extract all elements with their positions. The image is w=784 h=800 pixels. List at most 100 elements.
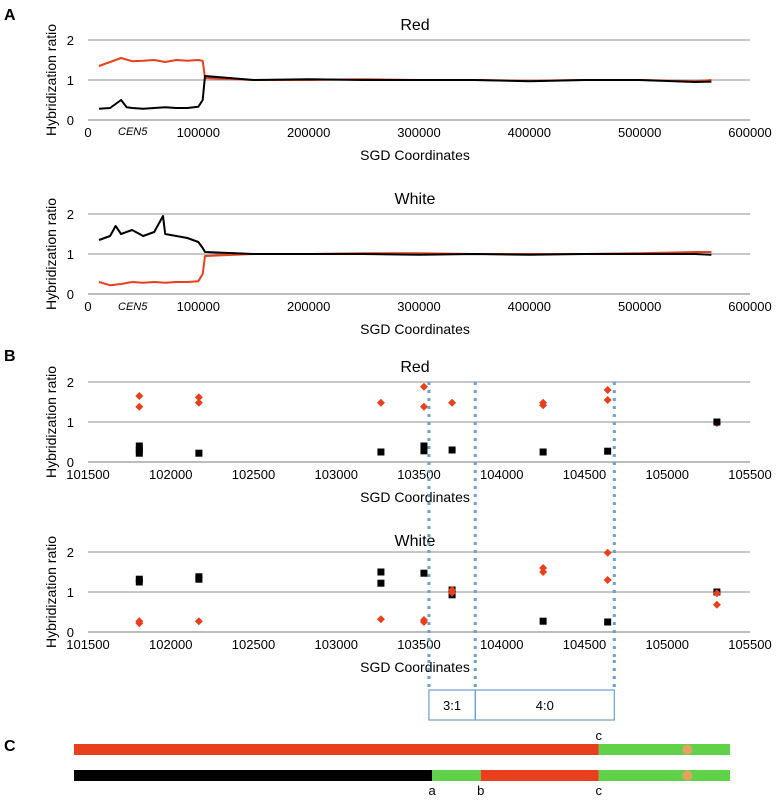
ratio-label: 4:0 — [536, 698, 554, 713]
x-axis-title: SGD Coordinates — [360, 489, 470, 505]
data-point-diamond — [419, 382, 428, 391]
x-tick-label: 200000 — [287, 125, 330, 140]
data-point-square — [135, 442, 143, 450]
x-tick-label: 102000 — [149, 637, 192, 652]
data-point-diamond — [603, 576, 612, 584]
data-point-diamond — [194, 617, 203, 626]
chart-b-red: Red 0 1 2 101500 102000 102500 103000 103500 1040… — [43, 359, 772, 505]
data-point-square — [377, 579, 385, 587]
x-tick-label: 101500 — [66, 467, 109, 482]
x-tick-label: 200000 — [287, 299, 330, 314]
x-tick-label: 600000 — [728, 299, 771, 314]
chromosome-segment-green — [598, 770, 730, 781]
y-axis-title: Hybridization ratio — [43, 366, 59, 478]
cen5-marker-top: CEN5 — [118, 126, 148, 138]
y-axis-title: Hybridization ratio — [43, 198, 59, 310]
y-axis-title: Hybridization ratio — [43, 536, 59, 648]
x-tick-label: 105000 — [646, 637, 689, 652]
data-point-diamond — [376, 615, 385, 624]
x-tick-label: 400000 — [508, 125, 551, 140]
x-tick-label: 105500 — [728, 637, 771, 652]
y-tick-label: 0 — [67, 287, 74, 302]
series-line-red — [98, 251, 712, 287]
breakpoint-overlay: 3:1 4:0 — [427, 382, 616, 721]
breakpoint-mark: c — [596, 783, 603, 798]
centromere-dot — [682, 770, 693, 781]
y-tick-label: 1 — [67, 415, 74, 430]
x-tick-label: 100000 — [177, 125, 220, 140]
centromere-dot — [682, 744, 693, 755]
x-tick-label: 0 — [84, 125, 91, 140]
y-tick-label: 0 — [67, 455, 74, 470]
data-point-diamond — [603, 386, 612, 394]
x-tick-label: 103000 — [315, 637, 358, 652]
data-point-diamond — [135, 619, 144, 628]
data-point-diamond — [448, 588, 457, 597]
data-point-square — [420, 442, 428, 450]
data-point-diamond — [135, 392, 144, 400]
chart-b-white: White 0 1 2 101500 102000 102500 103000 103500 10… — [43, 533, 772, 675]
data-point-square — [539, 617, 547, 625]
data-point-diamond — [194, 398, 203, 407]
series-line-red — [98, 57, 712, 83]
data-point-diamond — [539, 401, 548, 410]
x-tick-label: 600000 — [728, 125, 771, 140]
chart-a-red: Red 0 1 2 0 100000 200000 300000 400000 500000 600… — [43, 17, 772, 163]
x-axis-title: SGD Coordinates — [360, 659, 470, 675]
data-point-square — [420, 569, 428, 577]
y-tick-label: 0 — [67, 625, 74, 640]
y-tick-label: 2 — [67, 375, 74, 390]
data-point-square — [135, 578, 143, 586]
x-tick-label: 104000 — [480, 637, 523, 652]
series-line-black — [98, 75, 712, 110]
panel-letter-b: B — [4, 348, 16, 365]
data-point-square — [448, 446, 456, 454]
chromosome-segment-green — [432, 770, 481, 781]
x-tick-label: 103500 — [397, 637, 440, 652]
data-point-square — [195, 575, 203, 583]
data-point-square — [604, 447, 612, 455]
x-tick-label: 105500 — [728, 467, 771, 482]
data-point-diamond — [376, 398, 385, 407]
x-tick-label: 102500 — [232, 637, 275, 652]
breakpoint-mark: c — [596, 728, 603, 743]
data-point-square — [195, 449, 203, 457]
breakpoint-mark: b — [477, 783, 484, 798]
chromosome-segment-black — [74, 770, 433, 781]
x-tick-label: 104500 — [563, 637, 606, 652]
x-tick-label: 103000 — [315, 467, 358, 482]
y-tick-label: 0 — [67, 113, 74, 128]
data-point-square — [135, 449, 143, 457]
chromosome-diagram: c a b c — [74, 728, 730, 798]
x-tick-label: 300000 — [397, 125, 440, 140]
x-axis-title: SGD Coordinates — [360, 321, 470, 337]
panel-letter-a: A — [4, 7, 16, 24]
chromosome-segment-red — [480, 770, 599, 781]
ratio-label: 3:1 — [443, 698, 461, 713]
x-tick-label: 102000 — [149, 467, 192, 482]
ratio-box — [474, 689, 615, 721]
x-axis-title: SGD Coordinates — [360, 147, 470, 163]
chromosome-segment-red — [74, 744, 599, 755]
data-point-square — [377, 448, 385, 456]
data-point-diamond — [419, 402, 428, 411]
x-tick-label: 500000 — [618, 125, 661, 140]
series-line-black — [98, 215, 712, 256]
y-tick-label: 2 — [67, 207, 74, 222]
x-tick-label: 104500 — [563, 467, 606, 482]
data-point-diamond — [603, 396, 612, 404]
breakpoint-mark: a — [429, 783, 437, 798]
cen5-marker-bottom: CEN5 — [118, 301, 148, 313]
x-tick-label: 500000 — [618, 299, 661, 314]
chart-title: White — [395, 191, 436, 208]
data-point-diamond — [539, 568, 548, 576]
chart-title: White — [395, 533, 436, 550]
data-point-square — [539, 448, 547, 456]
y-tick-label: 2 — [67, 545, 74, 560]
data-point-square — [604, 618, 612, 626]
data-point-square — [713, 418, 721, 426]
x-tick-label: 101500 — [66, 637, 109, 652]
chromosome-segment-green — [598, 744, 730, 755]
x-tick-label: 300000 — [397, 299, 440, 314]
